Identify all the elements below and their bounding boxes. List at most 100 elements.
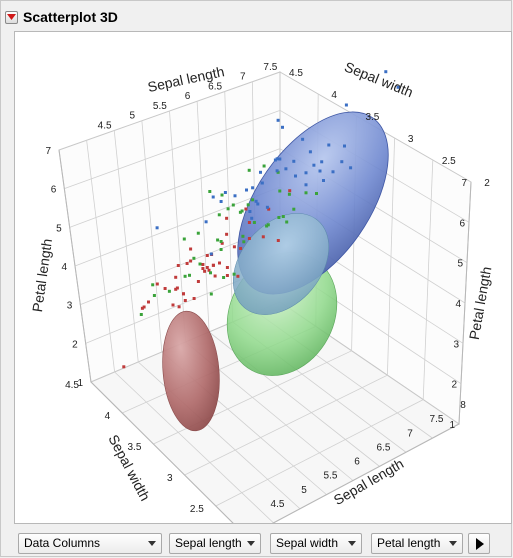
data-point[interactable] [251,198,255,202]
data-point[interactable] [207,268,211,272]
data-point[interactable] [220,193,224,197]
data-point[interactable] [304,183,308,187]
data-point[interactable] [211,195,215,199]
data-point[interactable] [182,237,186,241]
data-point[interactable] [177,305,181,309]
data-point[interactable] [225,266,229,269]
data-point[interactable] [308,150,312,154]
data-point[interactable] [294,174,297,178]
data-point[interactable] [219,240,223,243]
data-columns-dropdown[interactable]: Data Columns [18,533,162,554]
data-point[interactable] [182,292,185,296]
data-point[interactable] [320,160,324,164]
data-point[interactable] [287,192,291,196]
data-point[interactable] [225,216,229,220]
data-point[interactable] [209,292,213,296]
x-axis-select[interactable]: Sepal length [169,533,261,554]
data-point[interactable] [188,273,191,277]
data-point[interactable] [231,203,235,207]
data-point[interactable] [174,287,178,291]
data-point[interactable] [175,286,179,290]
data-point[interactable] [288,189,292,193]
data-point[interactable] [396,85,400,89]
data-point[interactable] [151,283,155,287]
data-point[interactable] [292,207,296,211]
data-point[interactable] [312,163,316,167]
data-point[interactable] [163,287,167,290]
data-point[interactable] [201,267,205,270]
data-point[interactable] [244,207,248,211]
data-point[interactable] [245,188,248,192]
data-point[interactable] [262,164,266,168]
data-point[interactable] [260,181,264,185]
data-point[interactable] [216,238,220,242]
data-point[interactable] [222,276,226,279]
data-point[interactable] [281,215,285,218]
data-point[interactable] [318,169,322,173]
red-triangle-menu-icon[interactable] [5,10,18,24]
data-point[interactable] [183,274,187,278]
data-point[interactable] [219,248,223,251]
data-point[interactable] [217,213,221,217]
data-point[interactable] [185,262,189,265]
data-point[interactable] [266,223,270,227]
data-point[interactable] [225,274,229,277]
z-axis-select[interactable]: Petal length [371,533,463,554]
data-point[interactable] [248,210,252,213]
data-point[interactable] [209,271,212,275]
data-point[interactable] [281,125,284,129]
data-point[interactable] [167,289,171,293]
data-point[interactable] [242,240,246,244]
data-point[interactable] [198,262,202,266]
data-point[interactable] [292,159,296,163]
data-point[interactable] [278,157,282,161]
data-point[interactable] [189,259,193,263]
data-point[interactable] [220,241,224,245]
data-point[interactable] [155,226,159,230]
data-point[interactable] [241,234,245,238]
data-point[interactable] [259,170,262,174]
data-point[interactable] [278,189,282,193]
data-point[interactable] [331,170,335,174]
next-arrow-button[interactable] [468,533,490,554]
data-point[interactable] [196,280,200,283]
data-point[interactable] [276,118,280,122]
data-point[interactable] [340,160,344,164]
data-point[interactable] [226,207,230,211]
data-point[interactable] [219,200,223,203]
data-point[interactable] [254,199,258,203]
data-point[interactable] [205,266,209,269]
data-point[interactable] [223,191,227,194]
data-point[interactable] [171,303,175,307]
data-point[interactable] [304,171,308,175]
data-point[interactable] [213,274,217,278]
data-point[interactable] [265,205,269,209]
data-point[interactable] [256,202,260,206]
data-point[interactable] [192,256,196,260]
data-point[interactable] [208,190,212,193]
data-point[interactable] [139,313,143,316]
data-point[interactable] [238,210,242,214]
data-point[interactable] [140,306,144,310]
data-point[interactable] [122,365,126,369]
data-point[interactable] [189,247,193,251]
data-point[interactable] [343,144,346,148]
data-point[interactable] [236,274,240,278]
plot-3d-area[interactable]: 4.5 5 5.5 6 6.5 7 7.5 4.5 5 5.5 6 6.5 7 7.5 8 4.5 4 3.5 3 2… [14,31,512,524]
data-point[interactable] [204,220,208,224]
data-point[interactable] [304,191,308,195]
data-point[interactable] [196,231,200,235]
data-point[interactable] [327,143,331,147]
data-point[interactable] [232,272,236,276]
data-point[interactable] [275,157,279,161]
data-point[interactable] [183,299,187,302]
data-point[interactable] [239,247,243,250]
data-point[interactable] [247,221,251,224]
data-point[interactable] [344,103,348,107]
data-point[interactable] [246,203,250,207]
data-point[interactable] [203,269,207,273]
y-axis-select[interactable]: Sepal width [270,533,362,554]
data-point[interactable] [276,239,280,242]
data-point[interactable] [251,186,255,190]
data-point[interactable] [267,207,271,211]
